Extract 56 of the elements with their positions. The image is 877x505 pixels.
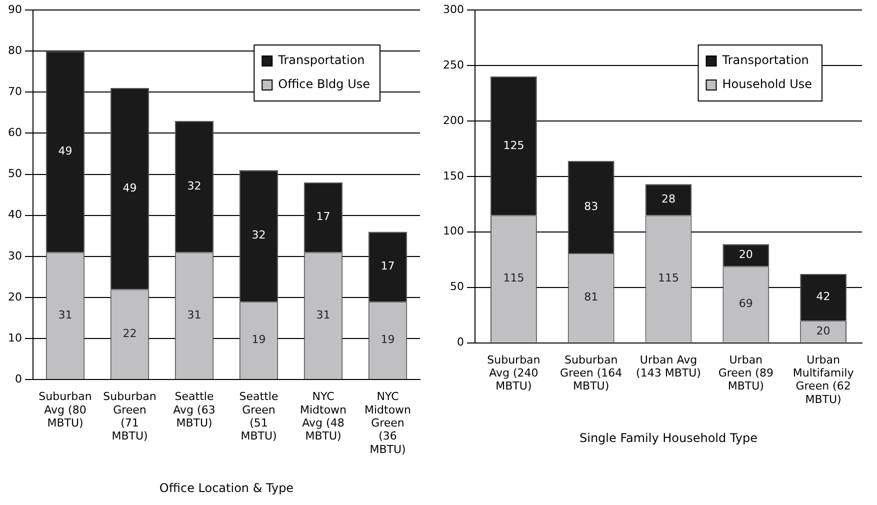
y-tick-label: 250: [442, 58, 464, 72]
data-label: 32: [187, 179, 202, 192]
legend-label: Transportation: [277, 53, 365, 68]
legend-label: Transportation: [721, 53, 809, 68]
data-label: 28: [662, 192, 676, 206]
legend-label: Office Bldg Use: [278, 77, 370, 92]
x-tick-label: Urban Avg (143 MBTU): [636, 353, 701, 380]
y-tick-label: 40: [8, 208, 22, 222]
x-tick-label: NYC Midtown Avg (48 MBTU): [300, 390, 347, 443]
y-tick-label: 0: [456, 336, 464, 349]
y-tick-label: 100: [442, 224, 464, 238]
y-tick-label: 50: [450, 280, 464, 294]
data-label: 115: [503, 272, 524, 285]
data-label: 81: [584, 290, 598, 304]
data-label: 17: [316, 210, 330, 224]
data-label: 31: [316, 308, 330, 322]
y-tick-label: 0: [14, 372, 22, 386]
data-label: 17: [380, 260, 395, 273]
y-tick-label: 20: [8, 290, 22, 304]
y-tick-label: 300: [442, 2, 464, 16]
x-tick-label: Seattle Avg (63 MBTU): [173, 390, 216, 430]
data-label: 125: [503, 138, 524, 152]
x-tick-label: Seattle Green (51 MBTU): [239, 390, 278, 443]
data-label: 31: [187, 308, 202, 322]
x-axis-title: Single Family Household Type: [579, 430, 758, 445]
y-tick-label: 60: [8, 126, 22, 140]
data-label: 20: [816, 324, 830, 338]
y-tick-label: 150: [442, 169, 464, 182]
x-tick-label: NYC Midtown Green (36 MBTU): [364, 390, 412, 456]
x-tick-label: Suburban Green (71 MBTU): [103, 390, 156, 443]
data-label: 31: [58, 308, 72, 322]
y-tick-label: 200: [442, 114, 464, 127]
data-label: 42: [816, 290, 830, 304]
y-tick-label: 50: [8, 167, 22, 180]
data-label: 69: [738, 297, 753, 310]
data-label: 49: [58, 144, 72, 158]
data-label: 19: [380, 333, 395, 346]
data-label: 22: [122, 327, 137, 340]
x-tick-label: Urban Multifamily Green (62 MBTU): [792, 353, 854, 406]
data-label: 83: [584, 200, 598, 213]
legend-label: Household Use: [722, 77, 812, 92]
data-label: 49: [122, 182, 137, 194]
x-tick-label: Urban Green (89 MBTU): [718, 353, 774, 393]
x-axis-title: Office Location & Type: [159, 480, 294, 495]
x-tick-label: Suburban Avg (240 MBTU): [487, 353, 540, 393]
data-label: 115: [658, 272, 679, 285]
y-tick-label: 30: [8, 249, 22, 262]
y-tick-label: 70: [8, 84, 22, 98]
data-label: 32: [252, 228, 266, 242]
data-label: 19: [252, 333, 266, 346]
x-tick-label: Suburban Avg (80 MBTU): [38, 390, 92, 430]
x-tick-label: Suburban Green (164 MBTU): [560, 353, 622, 393]
y-tick-label: 80: [8, 44, 22, 57]
data-label: 20: [738, 248, 753, 262]
y-tick-label: 10: [8, 331, 22, 344]
y-tick-label: 90: [8, 2, 22, 16]
